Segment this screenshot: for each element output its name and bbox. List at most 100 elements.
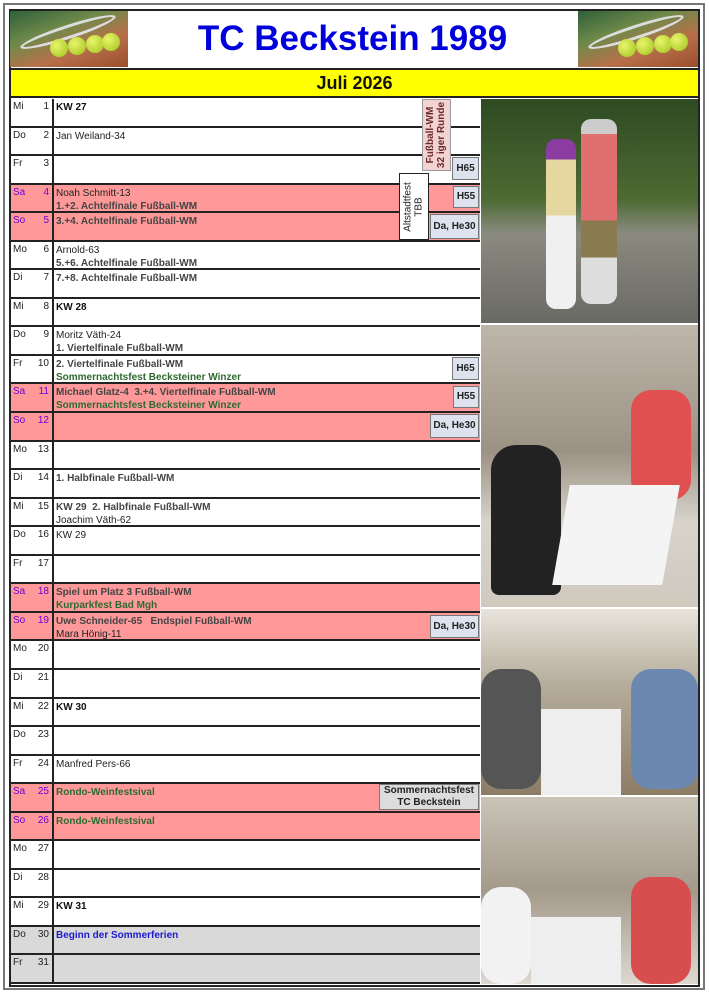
column-divider <box>52 584 54 613</box>
day-entries: 2. Viertelfinale Fußball-WM Sommernachtsf… <box>56 358 241 384</box>
day-number: 31 <box>37 957 49 969</box>
weekday: Mo <box>13 643 27 655</box>
entry-text: Uwe Schneider-65 Endspiel Fußball-WM <box>56 615 252 627</box>
weekday: Sa <box>13 386 26 398</box>
day-number: 2 <box>43 129 49 141</box>
column-divider <box>52 184 54 214</box>
day-number: 24 <box>37 757 49 769</box>
column-divider <box>52 755 54 785</box>
entry-text: 1. Halbfinale Fußball-WM <box>56 473 175 485</box>
weekday: Mo <box>13 243 27 255</box>
day-number: 9 <box>43 329 49 341</box>
calendar-row: So 12 <box>11 413 480 442</box>
day-number: 10 <box>37 357 49 369</box>
column-divider <box>52 641 54 670</box>
calendar-row: Fr 10 2. Viertelfinale Fußball-WM Sommernac… <box>11 355 480 385</box>
calendar-row: Mo 20 <box>11 641 480 670</box>
day-number: 14 <box>37 472 49 484</box>
weekday: Mi <box>13 101 24 112</box>
calendar-row: Mo 27 <box>11 841 480 870</box>
entry-text: KW 31 <box>56 901 87 913</box>
column-divider <box>52 355 54 385</box>
entry-text: Rondo-Weinfestsival <box>56 787 155 799</box>
calendar-row: Di 28 <box>11 869 480 899</box>
day-number: 25 <box>37 786 49 798</box>
entry-text: Spiel um Platz 3 Fußball-WM <box>56 587 192 599</box>
column-divider <box>52 869 54 899</box>
day-entries: Noah Schmitt-13 1.+2. Achtelfinale Fußbal… <box>56 187 197 213</box>
day-number: 20 <box>37 643 49 655</box>
entry-text: Sommernachtsfest Becksteiner Winzer <box>56 371 241 383</box>
entry-text: 5.+6. Achtelfinale Fußball-WM <box>56 257 198 269</box>
calendar-row: Di 21 <box>11 669 480 699</box>
weekday: Fr <box>13 158 23 170</box>
day-number: 30 <box>37 928 49 940</box>
weekday: Fr <box>13 957 23 969</box>
entry-text: Beginn der Sommerferien <box>56 929 179 941</box>
weekday: So <box>13 614 26 626</box>
weekday: Mo <box>13 443 27 455</box>
weekday: Mi <box>13 900 24 912</box>
tennis-logo-right-icon <box>578 11 698 67</box>
entry-text: Arnold-63 <box>56 244 100 256</box>
altstadtfest-badge: Altstadtfest TBB <box>399 173 429 240</box>
calendar-row: Fr 24 Manfred Pers-66 <box>11 755 480 785</box>
day-number: 11 <box>38 386 49 398</box>
day-entries: Beginn der Sommerferien <box>56 929 178 942</box>
day-entries: Spiel um Platz 3 Fußball-WM Kurparkfest B… <box>56 586 192 612</box>
column-divider <box>52 955 54 984</box>
calendar-row: Mi 22 KW 30 <box>11 698 480 728</box>
weekday: Sa <box>13 586 26 598</box>
weekday: Mi <box>13 300 24 312</box>
calendar-row: Mi 15 KW 29 2. Halbfinale Fußball-WM Joachi… <box>11 498 480 528</box>
day-entries: Moritz Väth-24 1. Viertelfinale Fußball-W… <box>56 329 183 355</box>
weekday: Sa <box>13 786 26 798</box>
weekday: So <box>13 215 26 227</box>
day-number: 22 <box>37 700 49 712</box>
column-divider <box>52 441 54 471</box>
entry-text: Joachim Väth-62 <box>56 514 132 526</box>
column-divider <box>52 99 54 128</box>
calendar-row: Sa 11 Michael Glatz-4 3.+4. Viertelfinale … <box>11 384 480 414</box>
calendar-row: Fr 17 <box>11 555 480 585</box>
entry-text: 1. Viertelfinale Fußball-WM <box>56 343 184 355</box>
day-entries: Rondo-Weinfestsival <box>56 786 155 799</box>
weekday: Do <box>13 529 26 541</box>
day-entries: KW 29 2. Halbfinale Fußball-WM Joachim Vä… <box>56 501 210 527</box>
day-number: 21 <box>37 671 49 683</box>
column-divider <box>52 926 54 956</box>
day-entries: Manfred Pers-66 <box>56 758 130 771</box>
day-number: 7 <box>43 272 49 284</box>
column-divider <box>52 241 54 271</box>
day-entries: KW 28 <box>56 301 87 314</box>
h65-badge: H65 <box>452 157 479 180</box>
weekday: Fr <box>13 357 23 369</box>
weekday: Do <box>13 129 26 141</box>
weekday: Do <box>13 329 26 341</box>
calendar-row: Do 23 <box>11 727 480 756</box>
calendar-row: Do 9 Moritz Väth-24 1. Viertelfinale Fußbal… <box>11 327 480 356</box>
column-divider <box>52 213 54 242</box>
day-entries: Arnold-63 5.+6. Achtelfinale Fußball-WM <box>56 244 197 270</box>
da-he30-badge: Da, He30 <box>430 615 479 638</box>
weekday: Fr <box>13 757 23 769</box>
entry-text: KW 30 <box>56 701 87 713</box>
day-number: 26 <box>37 814 49 826</box>
entry-text: 3.+4. Achtelfinale Fußball-WM <box>56 216 198 228</box>
entry-text: KW 29 <box>56 530 87 542</box>
h65-badge: H65 <box>452 357 479 380</box>
column-divider <box>52 555 54 585</box>
calendar-row: Do 16 KW 29 <box>11 527 480 556</box>
month-title: Juli 2026 <box>11 68 698 98</box>
column-divider <box>52 470 54 499</box>
weekday: So <box>13 415 26 427</box>
column-divider <box>52 127 54 157</box>
day-number: 19 <box>37 614 49 626</box>
entry-text: Manfred Pers-66 <box>56 758 131 770</box>
day-number: 12 <box>37 415 49 427</box>
day-number: 4 <box>43 186 49 198</box>
calendar-row: Sa 18 Spiel um Platz 3 Fußball-WM Kurparkfe… <box>11 584 480 613</box>
h55-badge: H55 <box>453 386 479 408</box>
column-divider <box>52 669 54 699</box>
calendar-row: Do 30 Beginn der Sommerferien <box>11 926 480 956</box>
